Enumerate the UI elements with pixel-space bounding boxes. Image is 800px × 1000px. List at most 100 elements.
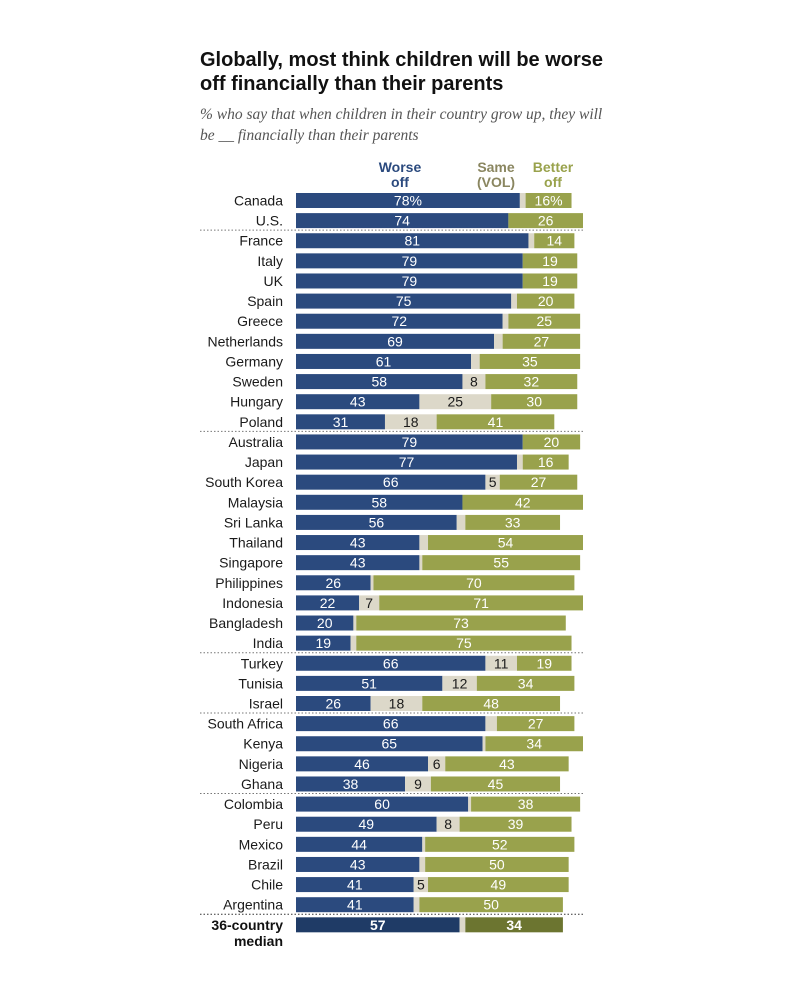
value-label-worse: 26 (326, 575, 342, 591)
country-label: Japan (245, 454, 283, 470)
bar-better-off (516, 293, 575, 309)
value-label-better: 14 (547, 233, 563, 249)
value-label-same: 5 (489, 474, 497, 490)
value-label-worse: 72 (392, 313, 408, 329)
value-label-worse: 20 (317, 615, 333, 631)
bar-worse-off (296, 756, 429, 772)
bar-same (485, 655, 517, 671)
bar-better-off (373, 575, 575, 591)
value-label-same: 18 (403, 414, 419, 430)
bar-better-off (485, 736, 583, 752)
country-label: India (253, 635, 284, 651)
value-label-worse: 61 (376, 353, 392, 369)
bar-worse-off (296, 213, 509, 229)
value-label-worse: 58 (371, 374, 387, 390)
value-label-worse: 66 (383, 474, 399, 490)
bar-better-off (471, 796, 581, 812)
value-label-better: 75 (456, 635, 472, 651)
country-label: U.S. (256, 213, 283, 229)
bar-better-off (425, 856, 569, 872)
bar-same (353, 615, 357, 631)
bar-worse-off (296, 193, 520, 208)
bar-better-off (465, 514, 561, 530)
value-label-worse: 78% (394, 193, 422, 209)
bar-better-off (479, 353, 581, 369)
value-label-worse: 60 (374, 796, 390, 812)
bar-same (456, 514, 466, 530)
bar-worse-off (296, 897, 414, 913)
value-label-same: 6 (433, 756, 441, 772)
bar-better-off (430, 776, 561, 792)
chart-subtitle: % who say that when children in their co… (200, 106, 603, 144)
value-label-better: 41 (488, 414, 504, 430)
country-label: Ghana (241, 776, 283, 792)
value-label-better: 49 (491, 877, 507, 893)
bar-same (516, 454, 523, 470)
country-label: South Africa (208, 716, 284, 732)
value-label-same: 11 (494, 655, 509, 671)
bar-worse-off (296, 696, 371, 711)
bar-worse-off (296, 474, 486, 490)
bar-worse-off (296, 535, 420, 551)
country-label: South Korea (205, 474, 283, 490)
value-label-better: 45 (488, 776, 504, 792)
bar-better-off (356, 635, 572, 651)
value-label-better: 50 (489, 856, 505, 872)
value-label-worse: 58 (371, 494, 387, 510)
country-label: Israel (249, 696, 283, 712)
value-label-worse: 77 (399, 454, 415, 470)
bar-better-off (516, 655, 572, 671)
country-label: Tunisia (238, 675, 283, 691)
bar-same (419, 535, 429, 551)
bar-better-off (508, 213, 583, 229)
country-label: Netherlands (208, 333, 284, 349)
bar-worse-off (296, 836, 423, 852)
value-label-same: 8 (444, 816, 452, 832)
header-same-text: Same (VOL) (476, 159, 516, 190)
value-label-same: 7 (365, 595, 373, 611)
value-label-better: 50 (483, 897, 499, 913)
bar-same (485, 716, 497, 732)
bar-better-off (425, 836, 575, 852)
country-label: Nigeria (239, 756, 284, 772)
country-label: Germany (225, 353, 283, 369)
value-label-worse: 41 (347, 877, 363, 893)
bar-same (384, 414, 437, 430)
bar-worse-off (296, 454, 517, 470)
bar-worse-off (296, 555, 420, 571)
header-better-off: Better off (528, 160, 578, 190)
value-label-worse: 43 (350, 856, 366, 872)
country-label: Kenya (243, 736, 283, 752)
bar-worse-off (296, 917, 460, 933)
bar-better-off (459, 816, 572, 832)
country-label: Sri Lanka (224, 514, 283, 530)
country-label: France (239, 233, 283, 249)
country-label: Indonesia (222, 595, 283, 611)
bar-better-off (422, 696, 561, 711)
country-label: Argentina (223, 897, 283, 913)
value-label-worse: 75 (396, 293, 412, 309)
value-label-same: 9 (414, 776, 422, 792)
bar-better-off (436, 414, 555, 430)
country-label: Italy (257, 253, 283, 269)
bar-better-off (428, 877, 569, 893)
value-label-better: 30 (526, 394, 542, 410)
bar-worse-off (296, 353, 472, 369)
bar-same (419, 856, 426, 872)
bar-worse-off (296, 856, 420, 872)
bar-worse-off (296, 394, 420, 410)
bar-better-off (356, 615, 566, 631)
value-label-better: 19 (536, 655, 552, 671)
value-label-better: 34 (518, 675, 534, 691)
bar-same (370, 696, 423, 711)
bar-better-off (534, 233, 575, 249)
bar-worse-off (296, 635, 351, 651)
median-label-line2: median (234, 933, 283, 949)
value-label-worse: 44 (351, 836, 367, 852)
value-label-better: 20 (544, 434, 560, 450)
bar-same (442, 675, 477, 691)
bar-better-off (462, 494, 583, 510)
bar-better-off (508, 313, 581, 329)
bar-better-off (476, 675, 575, 691)
